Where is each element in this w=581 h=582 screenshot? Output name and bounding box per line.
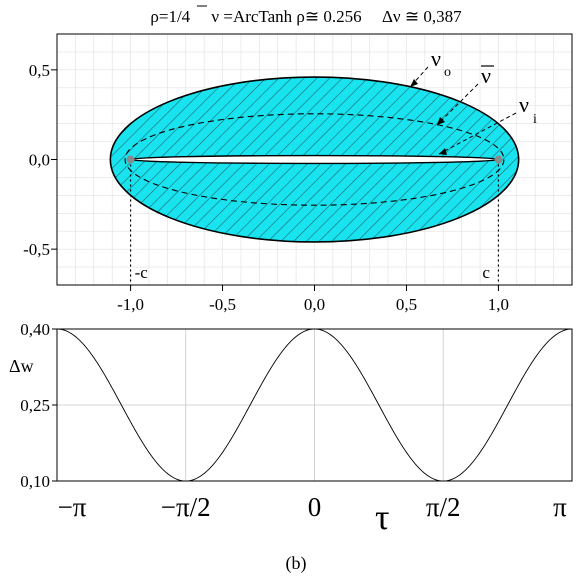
bottom-y-ticks: 0,40 0,25 0,10 xyxy=(20,320,57,491)
mid-ellipse-dashed xyxy=(124,113,505,206)
label-nu-bar: ν xyxy=(481,63,491,88)
label-nu-inner-sub: i xyxy=(533,112,537,127)
x-axis-label: τ xyxy=(375,497,389,537)
label-nu-outer-sub: o xyxy=(444,65,451,80)
top-y-ticks: 0,5 0,0 -0,5 xyxy=(23,61,57,259)
outer-ellipse xyxy=(109,76,520,243)
label-nu-inner: ν xyxy=(519,92,529,117)
foci: -c c xyxy=(126,155,503,287)
arrowhead-nu-bar xyxy=(437,117,445,125)
ellipse-shapes xyxy=(109,76,520,243)
bottom-y-tick-label: 0,40 xyxy=(20,320,50,339)
bottom-x-tick-label: −π/2 xyxy=(161,492,211,522)
bottom-x-tick-label: π/2 xyxy=(426,492,461,522)
top-y-tick-label: 0,0 xyxy=(29,151,50,170)
focus-point xyxy=(494,155,503,164)
bottom-x-ticks: −π −π/2 0 π/2 π xyxy=(58,492,568,522)
figure-caption: (b) xyxy=(286,553,307,574)
top-x-tick-label: 0,0 xyxy=(304,295,325,314)
top-x-tick-label: 1,0 xyxy=(488,295,509,314)
top-y-tick-label: 0,5 xyxy=(29,61,50,80)
top-x-ticks: -1,0 -0,5 0,0 0,5 1,0 xyxy=(117,285,509,314)
top-x-tick-label: -0,5 xyxy=(209,295,236,314)
bottom-x-tick-label: 0 xyxy=(308,492,322,522)
leader-nu-bar xyxy=(436,83,479,126)
bottom-grid xyxy=(56,328,573,482)
inner-ellipse xyxy=(129,154,500,165)
focus-label: c xyxy=(482,263,490,282)
top-x-tick-label: -1,0 xyxy=(117,295,144,314)
bottom-x-tick-label: π xyxy=(553,492,567,522)
chart-title: ρ=1/4 ν =ArcTanh ρ≅ 0.256 Δν ≅ 0,387 xyxy=(150,7,462,26)
label-nu-outer: ν xyxy=(431,46,441,71)
top-y-tick-label: -0,5 xyxy=(23,240,50,259)
arrowhead-nu-inner xyxy=(439,148,447,155)
bottom-y-tick-label: 0,25 xyxy=(20,396,50,415)
focus-point xyxy=(126,155,135,164)
focus-label: -c xyxy=(135,263,149,282)
ellipse-plot: -1,0 -0,5 0,0 0,5 1,0 0,5 0,0 -0,5 ν o ν ν i -… xyxy=(23,33,573,314)
hatched-annulus xyxy=(110,77,519,242)
delta-w-plot: −π −π/2 0 π/2 π 0,40 0,25 0,10 Δw τ xyxy=(9,320,573,537)
bottom-x-tick-label: −π xyxy=(58,492,87,522)
bottom-y-tick-label: 0,10 xyxy=(20,472,50,491)
arrowhead-nu-outer xyxy=(410,79,418,87)
top-x-tick-label: 0,5 xyxy=(396,295,417,314)
y-axis-label: Δw xyxy=(9,356,34,376)
leader-nu-inner xyxy=(438,112,517,155)
